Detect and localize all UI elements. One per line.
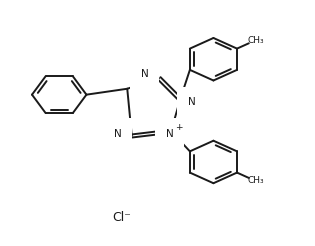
Text: N: N (166, 129, 174, 139)
Text: CH₃: CH₃ (247, 36, 264, 45)
Text: N: N (141, 69, 149, 79)
Text: N: N (188, 97, 196, 107)
Text: CH₃: CH₃ (247, 176, 264, 185)
Text: N: N (114, 129, 122, 139)
Text: Cl⁻: Cl⁻ (112, 211, 131, 224)
Text: +: + (175, 123, 182, 132)
